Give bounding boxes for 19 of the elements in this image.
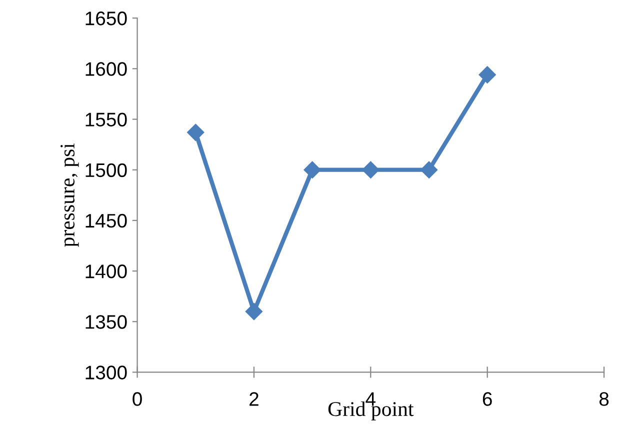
point [245,302,263,320]
y-tick-label: 1450 [86,214,127,228]
y-tick-label: 1650 [86,12,127,26]
y-axis-title: pressure, psi [60,143,79,247]
x-tick-label: 2 [250,392,258,406]
x-tick-label: 0 [132,392,142,406]
y-tick-label: 1500 [86,163,127,178]
point [304,161,321,178]
point [187,124,204,141]
y-tick-label: 1550 [86,112,127,126]
y-tick-label: 1400 [86,264,127,278]
y-tick-label: 1600 [86,62,127,76]
x-tick-label: 6 [482,392,492,406]
point [420,161,438,178]
y-tick-label: 1300 [86,366,127,380]
point [362,161,380,178]
x-tick-label: 8 [599,392,609,406]
y-tick-label: 1350 [86,315,127,329]
point [478,66,496,84]
